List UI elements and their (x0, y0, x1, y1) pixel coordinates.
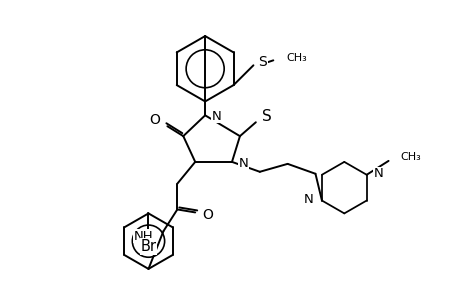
Text: CH₃: CH₃ (285, 53, 306, 63)
Text: NH: NH (134, 230, 153, 243)
Text: Br: Br (140, 239, 156, 254)
Text: N: N (303, 193, 313, 206)
Text: O: O (202, 208, 213, 222)
Text: O: O (149, 113, 160, 127)
Text: S: S (258, 55, 267, 69)
Text: N: N (238, 158, 248, 170)
Text: N: N (212, 110, 221, 123)
Text: S: S (261, 109, 271, 124)
Text: N: N (373, 167, 382, 180)
Text: CH₃: CH₃ (400, 152, 420, 162)
